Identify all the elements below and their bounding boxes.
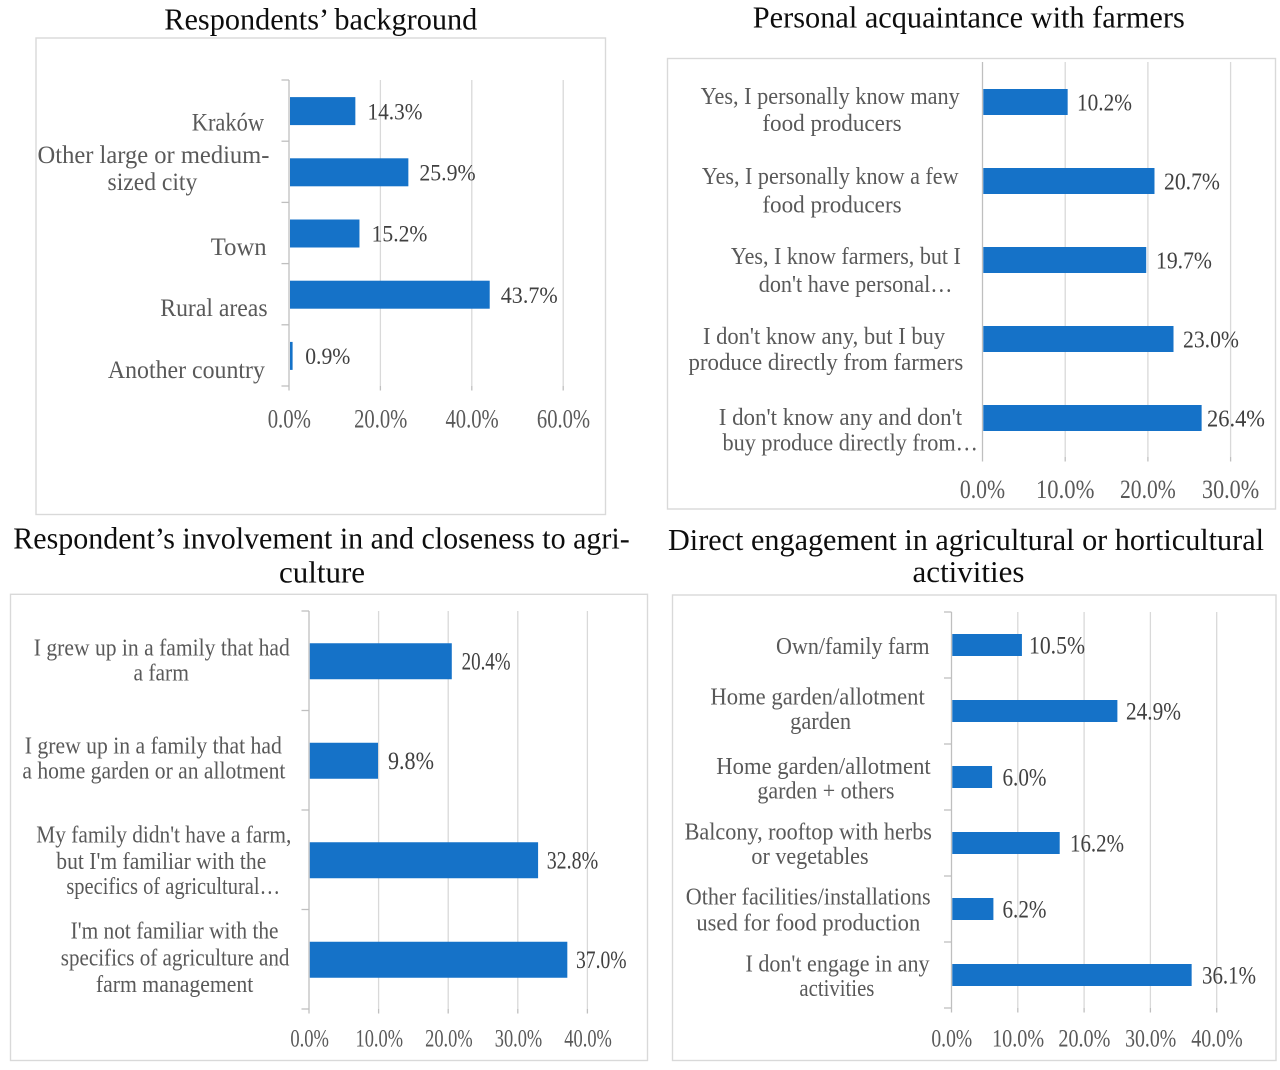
- svg-text:32.8%: 32.8%: [547, 848, 599, 875]
- svg-text:20.4%: 20.4%: [462, 649, 511, 676]
- svg-text:Respondent’s involvement in an: Respondent’s involvement in and closenes…: [13, 521, 630, 556]
- svg-text:activities: activities: [913, 554, 1025, 589]
- svg-text:I grew up in a family that had: I grew up in a family that had: [25, 734, 282, 760]
- svg-text:I don't know any, but I buy: I don't know any, but I buy: [703, 324, 945, 350]
- svg-text:Other large or medium-: Other large or medium-: [38, 142, 270, 169]
- svg-text:40.0%: 40.0%: [446, 403, 499, 433]
- svg-text:30.0%: 30.0%: [495, 1026, 543, 1053]
- svg-text:My family didn't have a farm,: My family didn't have a farm,: [36, 823, 291, 849]
- svg-text:20.0%: 20.0%: [354, 403, 407, 433]
- svg-text:garden: garden: [790, 709, 851, 735]
- svg-text:0.0%: 0.0%: [290, 1026, 329, 1053]
- svg-text:don't have personal…: don't have personal…: [759, 272, 953, 298]
- svg-text:Own/family farm: Own/family farm: [776, 634, 930, 660]
- svg-text:garden + others: garden + others: [757, 779, 894, 805]
- svg-text:24.9%: 24.9%: [1126, 698, 1181, 725]
- svg-text:Other facilities/installations: Other facilities/installations: [686, 885, 931, 911]
- svg-text:but I'm familiar with the: but I'm familiar with the: [56, 849, 266, 875]
- svg-text:Yes, I personally know many: Yes, I personally know many: [701, 84, 960, 110]
- svg-text:Personal acquaintance with far: Personal acquaintance with farmers: [753, 0, 1185, 35]
- svg-text:I'm not familiar with the: I'm not familiar with the: [71, 919, 279, 945]
- svg-text:Town: Town: [211, 234, 267, 261]
- svg-text:30.0%: 30.0%: [1202, 474, 1259, 504]
- svg-text:I don't know any and don't: I don't know any and don't: [719, 405, 963, 431]
- svg-text:30.0%: 30.0%: [1125, 1026, 1176, 1053]
- svg-text:Direct engagement in agricultu: Direct engagement in agricultural or hor…: [668, 522, 1264, 557]
- svg-text:sized city: sized city: [108, 169, 198, 196]
- svg-text:0.9%: 0.9%: [305, 344, 350, 370]
- svg-text:a home garden or an allotment: a home garden or an allotment: [22, 758, 285, 784]
- svg-text:Respondents’ background: Respondents’ background: [164, 1, 477, 36]
- svg-text:6.2%: 6.2%: [1003, 896, 1047, 923]
- svg-text:36.1%: 36.1%: [1202, 962, 1256, 989]
- svg-text:20.7%: 20.7%: [1164, 169, 1220, 195]
- svg-text:Balcony, rooftop with herbs: Balcony, rooftop with herbs: [685, 820, 932, 846]
- svg-text:food producers: food producers: [762, 111, 901, 137]
- svg-text:19.7%: 19.7%: [1156, 248, 1212, 274]
- svg-text:food producers: food producers: [762, 192, 901, 218]
- svg-text:20.0%: 20.0%: [425, 1026, 473, 1053]
- svg-text:14.3%: 14.3%: [368, 99, 423, 125]
- svg-text:farm management: farm management: [96, 972, 254, 998]
- svg-text:20.0%: 20.0%: [1120, 474, 1176, 504]
- svg-text:15.2%: 15.2%: [372, 222, 428, 248]
- svg-text:Kraków: Kraków: [192, 110, 264, 137]
- svg-text:10.0%: 10.0%: [356, 1026, 404, 1053]
- svg-text:40.0%: 40.0%: [564, 1026, 612, 1053]
- svg-text:specifics of agriculture and: specifics of agriculture and: [61, 946, 290, 972]
- svg-text:23.0%: 23.0%: [1183, 327, 1239, 353]
- svg-text:activities: activities: [799, 976, 874, 1002]
- svg-text:specifics of agricultural…: specifics of agricultural…: [66, 874, 280, 900]
- svg-text:culture: culture: [279, 554, 365, 589]
- svg-text:Rural areas: Rural areas: [160, 295, 267, 322]
- svg-text:10.5%: 10.5%: [1029, 632, 1085, 659]
- svg-text:Home garden/allotment: Home garden/allotment: [716, 754, 931, 780]
- svg-text:a farm: a farm: [133, 660, 189, 686]
- svg-text:Home garden/allotment: Home garden/allotment: [710, 684, 925, 710]
- svg-text:10.0%: 10.0%: [992, 1026, 1044, 1053]
- svg-text:I don't engage in any: I don't engage in any: [746, 951, 930, 977]
- svg-text:10.2%: 10.2%: [1077, 90, 1132, 116]
- svg-text:0.0%: 0.0%: [931, 1026, 972, 1053]
- svg-text:0.0%: 0.0%: [960, 474, 1005, 504]
- svg-text:16.2%: 16.2%: [1070, 830, 1124, 857]
- svg-text:10.0%: 10.0%: [1036, 474, 1094, 504]
- svg-text:43.7%: 43.7%: [501, 283, 558, 309]
- svg-text:60.0%: 60.0%: [537, 403, 590, 433]
- svg-text:produce directly from farmers: produce directly from farmers: [689, 350, 964, 376]
- svg-text:used for food production: used for food production: [696, 910, 920, 936]
- svg-text:40.0%: 40.0%: [1191, 1026, 1243, 1053]
- svg-text:6.0%: 6.0%: [1003, 764, 1047, 791]
- svg-text:9.8%: 9.8%: [388, 748, 434, 775]
- svg-text:26.4%: 26.4%: [1207, 406, 1265, 432]
- svg-text:25.9%: 25.9%: [419, 161, 475, 187]
- svg-text:or vegetables: or vegetables: [751, 844, 868, 870]
- svg-text:37.0%: 37.0%: [576, 947, 627, 974]
- svg-text:buy produce directly from…: buy produce directly from…: [722, 431, 978, 457]
- svg-text:I grew up in a family that had: I grew up in a family that had: [34, 635, 290, 661]
- svg-text:Yes, I know farmers, but I: Yes, I know farmers, but I: [731, 244, 961, 270]
- svg-text:0.0%: 0.0%: [268, 403, 311, 433]
- svg-text:Another country: Another country: [108, 357, 265, 384]
- svg-text:Yes, I personally know a few: Yes, I personally know a few: [702, 164, 959, 190]
- svg-text:20.0%: 20.0%: [1058, 1026, 1110, 1053]
